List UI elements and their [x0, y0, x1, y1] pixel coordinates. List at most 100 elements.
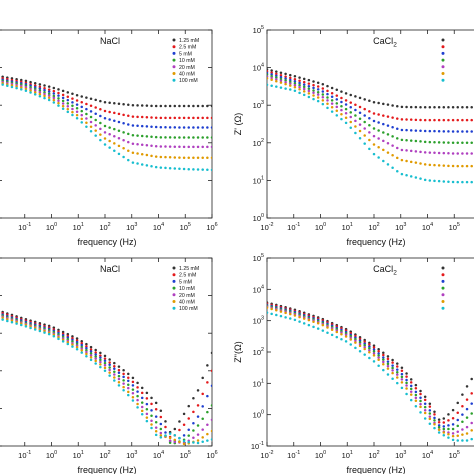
- data-point: [349, 111, 352, 114]
- data-point: [196, 424, 200, 427]
- data-point: [154, 408, 158, 411]
- data-point: [289, 84, 292, 87]
- data-point: [423, 178, 427, 182]
- data-point: [122, 113, 125, 117]
- data-point: [210, 156, 212, 160]
- data-point: [113, 367, 116, 371]
- data-point: [113, 365, 116, 368]
- data-point: [94, 357, 97, 360]
- data-point: [344, 103, 348, 106]
- data-point: [1, 83, 4, 86]
- data-point: [433, 118, 436, 122]
- data-point: [419, 392, 422, 396]
- data-point: [382, 131, 385, 134]
- x-axis-label: frequency (Hz): [77, 465, 136, 474]
- data-point: [470, 130, 473, 133]
- data-point: [419, 105, 422, 109]
- data-point: [400, 378, 404, 381]
- data-point: [38, 92, 42, 96]
- data-point: [94, 129, 97, 132]
- data-point: [400, 148, 404, 152]
- series-3: [267, 71, 473, 133]
- data-point: [456, 401, 459, 405]
- data-point: [99, 138, 102, 142]
- data-point: [461, 433, 464, 436]
- data-point: [75, 347, 79, 351]
- data-point: [127, 114, 130, 118]
- data-point: [66, 332, 70, 336]
- data-point: [145, 135, 149, 138]
- y-tick-label: 101: [253, 175, 264, 185]
- data-point: [391, 144, 394, 147]
- data-point: [52, 86, 56, 90]
- data-point: [386, 373, 390, 376]
- data-point: [103, 366, 107, 370]
- y-tick-label: 102: [253, 138, 264, 148]
- data-point: [433, 179, 436, 183]
- data-point: [178, 436, 181, 440]
- data-point: [279, 310, 283, 313]
- data-point: [358, 349, 362, 353]
- data-point: [182, 126, 186, 129]
- data-point: [289, 80, 292, 84]
- data-point: [136, 381, 139, 385]
- data-point: [57, 99, 60, 102]
- series-6: [267, 77, 473, 168]
- data-point: [159, 166, 163, 169]
- data-point: [284, 316, 287, 319]
- data-point: [423, 411, 427, 415]
- data-point: [89, 115, 93, 119]
- series-7: [267, 311, 473, 442]
- data-point: [38, 91, 42, 94]
- data-point: [117, 102, 121, 106]
- data-point: [71, 110, 74, 114]
- y-tick-label: 105: [253, 253, 264, 263]
- data-point: [196, 168, 200, 171]
- data-point: [386, 103, 390, 106]
- data-point: [196, 433, 200, 436]
- data-point: [284, 82, 287, 86]
- data-point: [330, 333, 334, 337]
- data-point: [75, 340, 79, 344]
- data-point: [382, 159, 385, 163]
- data-point: [377, 101, 380, 105]
- data-point: [447, 431, 450, 434]
- data-point: [400, 369, 404, 373]
- data-point: [419, 399, 422, 403]
- data-point: [447, 152, 450, 155]
- data-point: [428, 405, 432, 408]
- data-point: [372, 350, 376, 353]
- data-point: [344, 107, 348, 111]
- data-point: [43, 88, 46, 92]
- data-point: [196, 415, 200, 418]
- data-point: [400, 172, 404, 176]
- data-point: [182, 412, 186, 416]
- series-4: [267, 73, 473, 145]
- data-point: [344, 121, 348, 125]
- data-point: [154, 415, 158, 418]
- series-2: [267, 69, 473, 122]
- data-point: [182, 136, 186, 139]
- data-point: [414, 161, 418, 164]
- data-point: [178, 428, 181, 432]
- data-point: [335, 102, 339, 105]
- data-point: [57, 94, 60, 97]
- data-point: [409, 393, 413, 396]
- data-point: [94, 98, 97, 102]
- data-point: [108, 361, 111, 364]
- data-point: [196, 116, 200, 120]
- data-point: [103, 361, 107, 365]
- data-point: [433, 106, 436, 109]
- data-point: [206, 432, 209, 436]
- data-point: [206, 381, 209, 384]
- data-point: [145, 116, 149, 119]
- data-point: [465, 407, 469, 411]
- data-point: [419, 411, 422, 414]
- data-point: [150, 426, 153, 430]
- data-point: [423, 409, 427, 412]
- data-point: [75, 345, 79, 349]
- data-point: [386, 367, 390, 370]
- data-point: [335, 94, 339, 97]
- data-point: [159, 116, 163, 120]
